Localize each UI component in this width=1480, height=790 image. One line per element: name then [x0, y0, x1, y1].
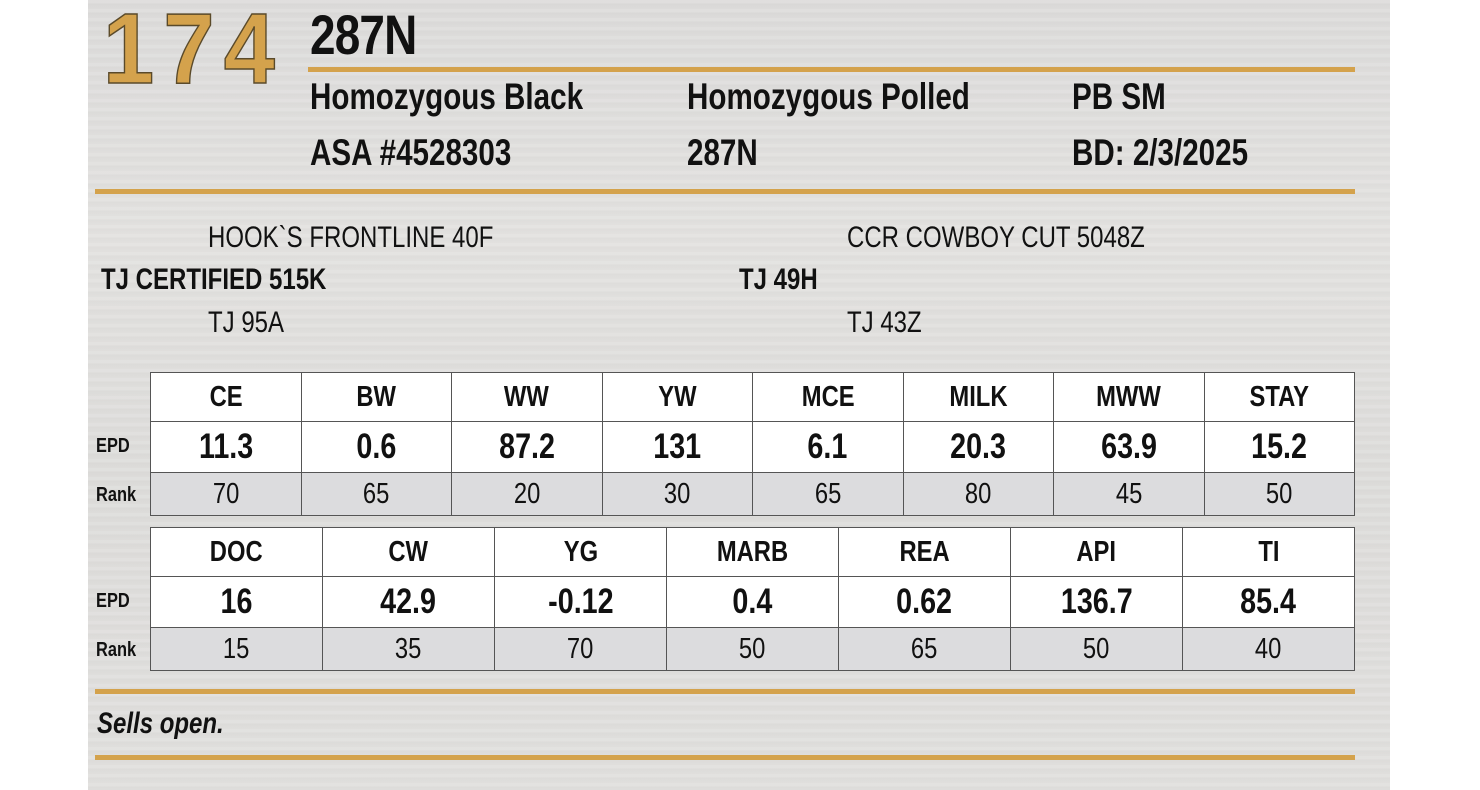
trait-header: WW — [451, 372, 603, 422]
trait-header: CE — [150, 372, 302, 422]
epd-value: 6.1 — [752, 421, 904, 473]
trait-header: BW — [300, 372, 452, 422]
epd-value: 131 — [601, 421, 753, 473]
registration-number: ASA #4528303 — [310, 132, 512, 173]
rank-value: 35 — [322, 627, 495, 671]
rank-row: 70 65 20 30 65 80 45 50 — [150, 472, 1355, 516]
trait-header: MWW — [1053, 372, 1205, 422]
info-rule — [95, 189, 1355, 194]
lot-note: Sells open. — [97, 707, 224, 740]
trait-header-row: DOC CW YG MARB REA API TI — [150, 527, 1355, 577]
pedigree-sire-sire: HOOK`S FRONTLINE 40F — [208, 221, 494, 254]
epd-row-label: EPD — [96, 435, 130, 457]
pedigree-dam-sire: CCR COWBOY CUT 5048Z — [847, 221, 1145, 254]
epd-value: 0.62 — [838, 576, 1011, 628]
rank-value: 65 — [752, 472, 904, 516]
epd-value-row: 16 42.9 -0.12 0.4 0.62 136.7 85.4 — [150, 576, 1355, 628]
polled-genotype: Homozygous Polled — [687, 76, 970, 117]
trait-header: MCE — [752, 372, 904, 422]
epd-value: 15.2 — [1203, 421, 1355, 473]
trait-header: CW — [322, 527, 495, 577]
epd-value: 0.4 — [666, 576, 839, 628]
rank-value: 20 — [451, 472, 603, 516]
trait-header: REA — [838, 527, 1011, 577]
epd-value: 20.3 — [902, 421, 1054, 473]
note-bottom-rule — [95, 755, 1355, 760]
rank-value: 50 — [1203, 472, 1355, 516]
trait-header: STAY — [1203, 372, 1355, 422]
rank-row-label: Rank — [96, 484, 137, 506]
header-rule — [308, 67, 1355, 72]
trait-header: MILK — [902, 372, 1054, 422]
lot-number: 174 — [102, 0, 285, 105]
epd-value: 16 — [150, 576, 323, 628]
breed-code: PB SM — [1072, 76, 1166, 117]
lot-page: 174 287N Homozygous Black Homozygous Pol… — [88, 0, 1390, 790]
epd-row-label: EPD — [96, 590, 130, 612]
rank-value: 15 — [150, 627, 323, 671]
epd-value: 0.6 — [300, 421, 452, 473]
rank-value: 45 — [1053, 472, 1205, 516]
trait-header: YW — [601, 372, 753, 422]
rank-value: 30 — [601, 472, 753, 516]
epd-value: 85.4 — [1182, 576, 1355, 628]
trait-header: TI — [1182, 527, 1355, 577]
rank-value: 70 — [494, 627, 667, 671]
epd-value: 11.3 — [150, 421, 302, 473]
epd-value: 63.9 — [1053, 421, 1205, 473]
rank-value: 50 — [666, 627, 839, 671]
pedigree-sire-dam: TJ 95A — [208, 306, 285, 339]
birth-date: BD: 2/3/2025 — [1072, 132, 1249, 173]
rank-value: 70 — [150, 472, 302, 516]
rank-row: 15 35 70 50 65 50 40 — [150, 627, 1355, 671]
pedigree-sire: TJ CERTIFIED 515K — [101, 263, 327, 296]
rank-value: 80 — [902, 472, 1054, 516]
animal-name: 287N — [310, 3, 417, 66]
rank-value: 65 — [300, 472, 452, 516]
pedigree-dam-dam: TJ 43Z — [847, 306, 922, 339]
epd-value: -0.12 — [494, 576, 667, 628]
epd-table-carcass: DOC CW YG MARB REA API TI 16 42.9 -0.12 … — [150, 527, 1355, 671]
rank-value: 50 — [1010, 627, 1183, 671]
trait-header: MARB — [666, 527, 839, 577]
tattoo: 287N — [687, 132, 758, 173]
trait-header: YG — [494, 527, 667, 577]
epd-value: 87.2 — [451, 421, 603, 473]
color-genotype: Homozygous Black — [310, 76, 584, 117]
epd-value: 42.9 — [322, 576, 495, 628]
rank-value: 40 — [1182, 627, 1355, 671]
trait-header-row: CE BW WW YW MCE MILK MWW STAY — [150, 372, 1355, 422]
pedigree-dam: TJ 49H — [739, 263, 818, 296]
epd-value-row: 11.3 0.6 87.2 131 6.1 20.3 63.9 15.2 — [150, 421, 1355, 473]
note-top-rule — [95, 689, 1355, 694]
trait-header: DOC — [150, 527, 323, 577]
epd-value: 136.7 — [1010, 576, 1183, 628]
trait-header: API — [1010, 527, 1183, 577]
epd-table-production: CE BW WW YW MCE MILK MWW STAY 11.3 0.6 8… — [150, 372, 1355, 516]
rank-row-label: Rank — [96, 639, 137, 661]
rank-value: 65 — [838, 627, 1011, 671]
